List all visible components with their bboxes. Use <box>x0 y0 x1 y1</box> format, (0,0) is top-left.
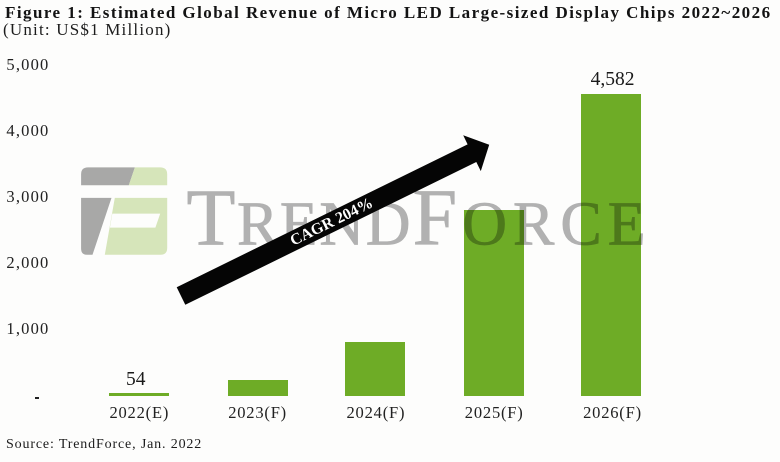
svg-text:CAGR 204%: CAGR 204% <box>288 195 376 250</box>
